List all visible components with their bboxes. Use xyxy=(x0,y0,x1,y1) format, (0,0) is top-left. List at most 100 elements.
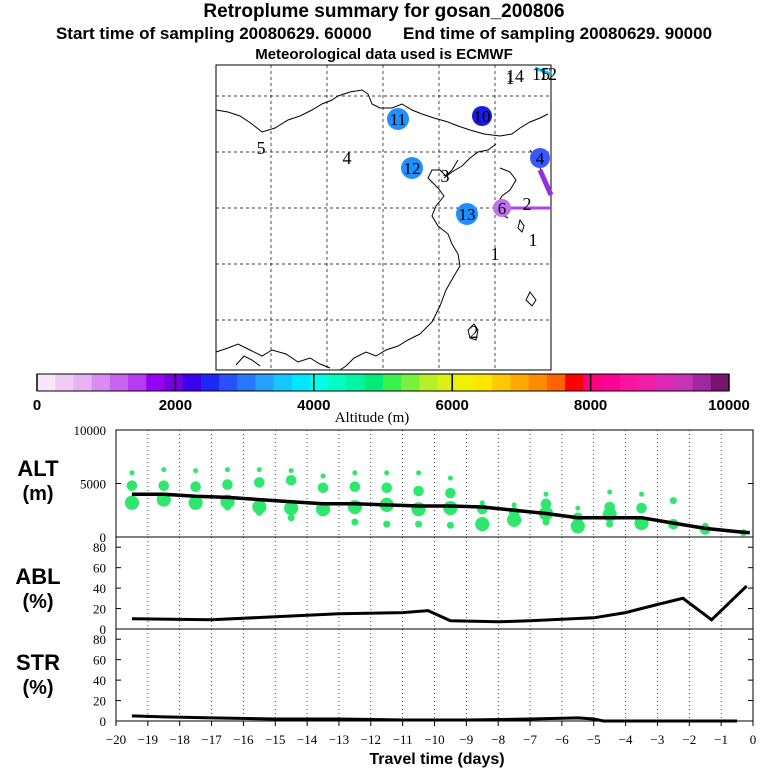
alt-dot xyxy=(285,474,297,486)
colorbar-segment xyxy=(674,374,694,391)
plume-dot xyxy=(387,108,409,130)
colorbar-segment xyxy=(346,374,366,391)
colorbar-segment xyxy=(219,374,238,391)
colorbar-segment xyxy=(328,374,348,391)
colorbar-segment xyxy=(237,374,257,391)
x-axis: −20 −19 −18 −17 −16 −15 −14 −13 −12 −11 −10 −9 −8 −7−… xyxy=(106,721,756,747)
colorbar-segment xyxy=(619,374,639,391)
alt-dot xyxy=(602,507,617,522)
x-tick-label: −16 xyxy=(233,732,254,747)
colorbar-xlabel: Altitude (m) xyxy=(335,410,410,426)
colorbar-segment xyxy=(310,374,329,391)
y-tick-label: 20 xyxy=(93,602,106,617)
alt-dot xyxy=(320,473,326,479)
plume-dot xyxy=(530,148,550,168)
alt-dot xyxy=(188,495,203,510)
colorbar-segment xyxy=(437,374,457,391)
y-tick-label: 40 xyxy=(93,581,106,596)
colorbar-segment xyxy=(710,374,730,391)
alt-dot xyxy=(315,502,331,517)
colorbar-segment xyxy=(546,374,566,391)
altitude-colorbar: 0 2000 4000 6000 8000 10000 xyxy=(33,373,750,414)
alt-dot xyxy=(575,505,581,511)
colorbar-tick-label: 2000 xyxy=(159,397,192,414)
alt-dot xyxy=(255,508,263,516)
y-tick-label: 60 xyxy=(93,561,106,576)
colorbar-segment xyxy=(55,374,74,391)
x-tick-label: −5 xyxy=(587,732,601,747)
alt-median-line xyxy=(131,492,750,535)
colorbar-tick-label: 0 xyxy=(33,397,41,414)
plume-label: 4 xyxy=(536,149,545,168)
colorbar-segment xyxy=(510,374,530,391)
alt-dot xyxy=(606,520,614,528)
alt-dot xyxy=(511,502,517,508)
plume-label: 11 xyxy=(390,110,406,129)
colorbar-segment xyxy=(255,374,275,391)
colorbar-segment xyxy=(692,374,712,391)
alt-dot xyxy=(256,467,262,473)
alt-dot xyxy=(415,520,423,528)
alt-dot xyxy=(413,485,424,497)
alt-dot xyxy=(543,491,549,497)
plume-dot xyxy=(493,199,511,217)
alt-dot xyxy=(317,482,329,494)
colorbar-segment xyxy=(565,374,584,391)
y-tick-label: 0 xyxy=(100,622,107,637)
alt-dot xyxy=(416,470,422,476)
alt-dot xyxy=(445,487,456,499)
alt-dot xyxy=(161,467,167,473)
alt-dot xyxy=(224,467,230,473)
x-tick-label: −8 xyxy=(491,732,505,747)
alt-yticks: 0 5000 10000 xyxy=(74,423,753,545)
colorbar-segment xyxy=(528,374,548,391)
plume-label: 12 xyxy=(404,159,421,178)
alt-dot xyxy=(352,470,358,476)
end-time: End time of sampling 20080629. 90000 xyxy=(403,24,713,43)
alt-dot xyxy=(129,470,135,476)
alt-panel: ALT (m) 0 5000 10000 xyxy=(17,423,754,545)
x-axis-label: Travel time (days) xyxy=(369,751,504,768)
colorbar-segment xyxy=(455,374,475,391)
alt-dot xyxy=(190,481,201,493)
x-tick-label: −12 xyxy=(361,732,381,747)
colorbar-segment xyxy=(474,374,493,391)
plume-dot xyxy=(456,203,478,225)
alt-dot xyxy=(669,497,677,505)
map-label: 1 xyxy=(529,230,538,250)
alt-dot xyxy=(381,482,393,494)
abl-yticks: 0 20 40 60 80 xyxy=(93,540,753,637)
colorbar-segment xyxy=(146,374,165,391)
alt-dot xyxy=(222,479,233,490)
alt-dot xyxy=(479,500,485,506)
y-tick-label: 10000 xyxy=(74,423,107,438)
map-label: 15 xyxy=(532,64,550,84)
x-tick-label: −3 xyxy=(651,732,665,747)
colorbar-segment xyxy=(37,374,56,391)
alt-dot xyxy=(607,489,613,495)
str-frame xyxy=(115,628,754,722)
alt-dot xyxy=(126,480,138,491)
x-tick-label: −11 xyxy=(393,732,413,747)
y-tick-label: 80 xyxy=(93,540,106,555)
colorbar-segment xyxy=(601,374,621,391)
alt-dots xyxy=(124,467,747,537)
str-gridlines xyxy=(147,629,722,721)
x-tick-label: −19 xyxy=(138,732,158,747)
alt-dot xyxy=(252,499,267,515)
x-tick-label: −1 xyxy=(714,732,728,747)
abl-line xyxy=(131,585,748,624)
plume-label: 13 xyxy=(459,205,476,224)
abl-gridlines xyxy=(147,537,722,629)
str-yunit: (%) xyxy=(22,677,53,699)
y-tick-label: 60 xyxy=(93,653,106,668)
x-tick-label: −9 xyxy=(459,732,473,747)
colorbar-segment xyxy=(656,374,675,391)
x-tick-label: −13 xyxy=(329,732,349,747)
colorbar-tick-label: 8000 xyxy=(574,397,607,414)
colorbar-segment xyxy=(383,374,402,391)
alt-dot xyxy=(447,475,453,481)
alt-dot xyxy=(158,480,170,491)
colorbar-segment xyxy=(182,374,202,391)
